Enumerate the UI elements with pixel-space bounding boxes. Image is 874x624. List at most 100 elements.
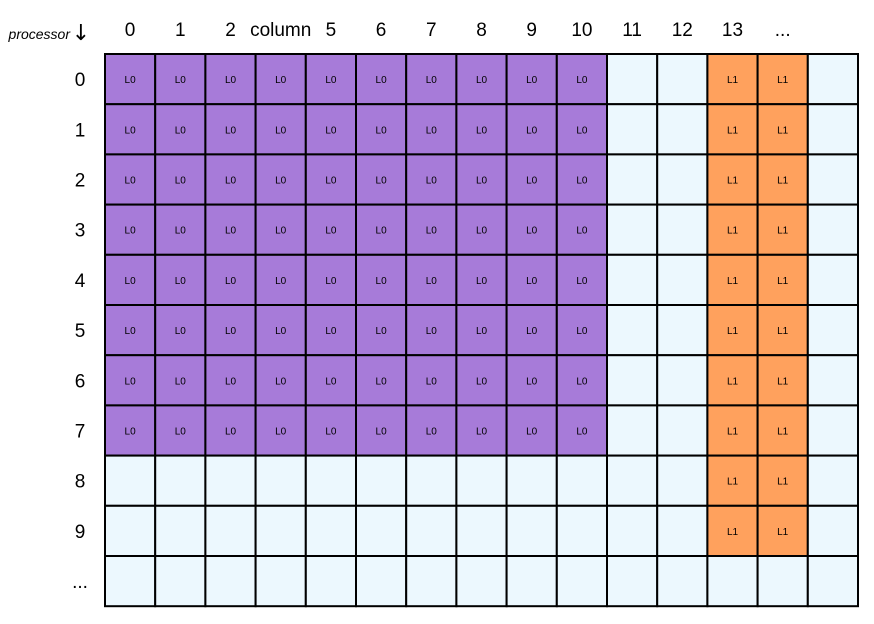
grid-cell — [405, 153, 458, 206]
grid-cell — [555, 454, 608, 507]
grid-cell — [555, 555, 608, 608]
grid-cell — [355, 253, 408, 307]
grid-cell — [706, 253, 759, 307]
cell-label-l0: L0 — [125, 226, 137, 237]
cell-label-l0: L0 — [225, 427, 237, 438]
cell-label-l0: L0 — [376, 376, 388, 387]
cell-label-l0: L0 — [576, 276, 588, 287]
cell-label-l0: L0 — [376, 176, 388, 187]
row-header-8: 8 — [75, 472, 86, 493]
grid-cell — [806, 454, 859, 507]
row-header-6: 6 — [75, 371, 86, 392]
column-header-1: 1 — [175, 20, 186, 41]
grid-cell — [606, 504, 659, 557]
grid-cell — [204, 404, 257, 457]
cell-label-l0: L0 — [476, 125, 488, 136]
cell-label-l1: L1 — [727, 527, 739, 538]
cell-label-l1: L1 — [727, 125, 739, 136]
grid-cell — [304, 504, 357, 557]
cell-label-l0: L0 — [325, 376, 337, 387]
cell-label-l0: L0 — [526, 376, 538, 387]
grid-cell — [304, 555, 357, 608]
cell-label-l0: L0 — [526, 176, 538, 187]
cell-label-l0: L0 — [426, 75, 438, 86]
column-header-11: 12 — [672, 20, 693, 41]
grid-cell — [806, 53, 859, 106]
cell-label-l0: L0 — [225, 176, 237, 187]
column-header-13: ... — [775, 20, 791, 41]
cell-label-l0: L0 — [576, 326, 588, 337]
grid-cell — [455, 253, 508, 307]
cell-label-l0: L0 — [125, 276, 137, 287]
grid-cell — [806, 555, 859, 608]
grid-cell — [555, 203, 608, 256]
cell-label-l0: L0 — [125, 176, 137, 187]
cell-label-l0: L0 — [376, 326, 388, 337]
row-axis-title: processor — [8, 26, 72, 42]
cell-label-l0: L0 — [376, 427, 388, 438]
down-arrow-icon: ↓ — [72, 21, 90, 46]
grid-cell — [304, 354, 357, 407]
grid-cell — [606, 354, 659, 407]
cell-label-l1: L1 — [777, 477, 789, 488]
grid-cell — [656, 153, 709, 206]
grid-cell — [505, 555, 558, 608]
grid-cell — [706, 404, 759, 457]
grid-cell — [756, 203, 809, 256]
column-header-5: 6 — [376, 20, 387, 41]
grid-cell — [505, 454, 558, 507]
grid-cell — [104, 504, 157, 557]
grid-cell — [806, 354, 859, 407]
cell-label-l1: L1 — [727, 176, 739, 187]
column-header-10: 11 — [622, 20, 642, 41]
grid-cell — [355, 555, 408, 608]
grid-cell — [104, 304, 157, 357]
grid-cell — [154, 454, 207, 507]
grid-cell — [606, 203, 659, 256]
cell-label-l1: L1 — [727, 477, 739, 488]
grid-cell — [304, 253, 357, 307]
grid-cell — [254, 555, 307, 608]
grid-cell — [455, 304, 508, 357]
cell-label-l1: L1 — [777, 376, 789, 387]
cell-label-l1: L1 — [727, 75, 739, 86]
grid-cell — [505, 103, 558, 156]
grid-cell — [756, 153, 809, 206]
grid-cell — [656, 454, 709, 507]
cell-label-l0: L0 — [175, 226, 187, 237]
cell-label-l0: L0 — [476, 75, 488, 86]
column-header-6: 7 — [426, 20, 437, 41]
grid-cell — [706, 555, 759, 608]
cell-label-l0: L0 — [526, 326, 538, 337]
grid-cell — [505, 304, 558, 357]
cell-label-l0: L0 — [175, 75, 187, 86]
cell-label-l0: L0 — [125, 376, 137, 387]
cell-label-l0: L0 — [175, 376, 187, 387]
grid-cell — [304, 103, 357, 156]
row-header-4: 4 — [75, 271, 86, 292]
cell-label-l0: L0 — [376, 125, 388, 136]
grid-cell — [304, 153, 357, 206]
cell-label-l0: L0 — [576, 226, 588, 237]
grid-cell — [555, 103, 608, 156]
cell-label-l1: L1 — [777, 226, 789, 237]
row-header-5: 5 — [75, 321, 86, 342]
cell-label-l0: L0 — [526, 226, 538, 237]
cell-label-l0: L0 — [125, 326, 137, 337]
cell-label-l0: L0 — [225, 125, 237, 136]
grid-cell — [606, 53, 659, 106]
grid-cell — [254, 504, 307, 557]
cell-label-l0: L0 — [576, 75, 588, 86]
grid-cell — [204, 555, 257, 608]
grid-cell — [405, 253, 458, 307]
cell-label-l0: L0 — [325, 75, 337, 86]
grid-cell — [154, 504, 207, 557]
column-header-7: 8 — [476, 20, 487, 41]
cell-label-l0: L0 — [576, 176, 588, 187]
cell-label-l1: L1 — [777, 427, 789, 438]
grid-cell — [154, 253, 207, 307]
row-header-2: 2 — [75, 171, 86, 192]
cell-label-l1: L1 — [727, 226, 739, 237]
grid-cell — [606, 304, 659, 357]
row-header-1: 1 — [75, 120, 86, 141]
